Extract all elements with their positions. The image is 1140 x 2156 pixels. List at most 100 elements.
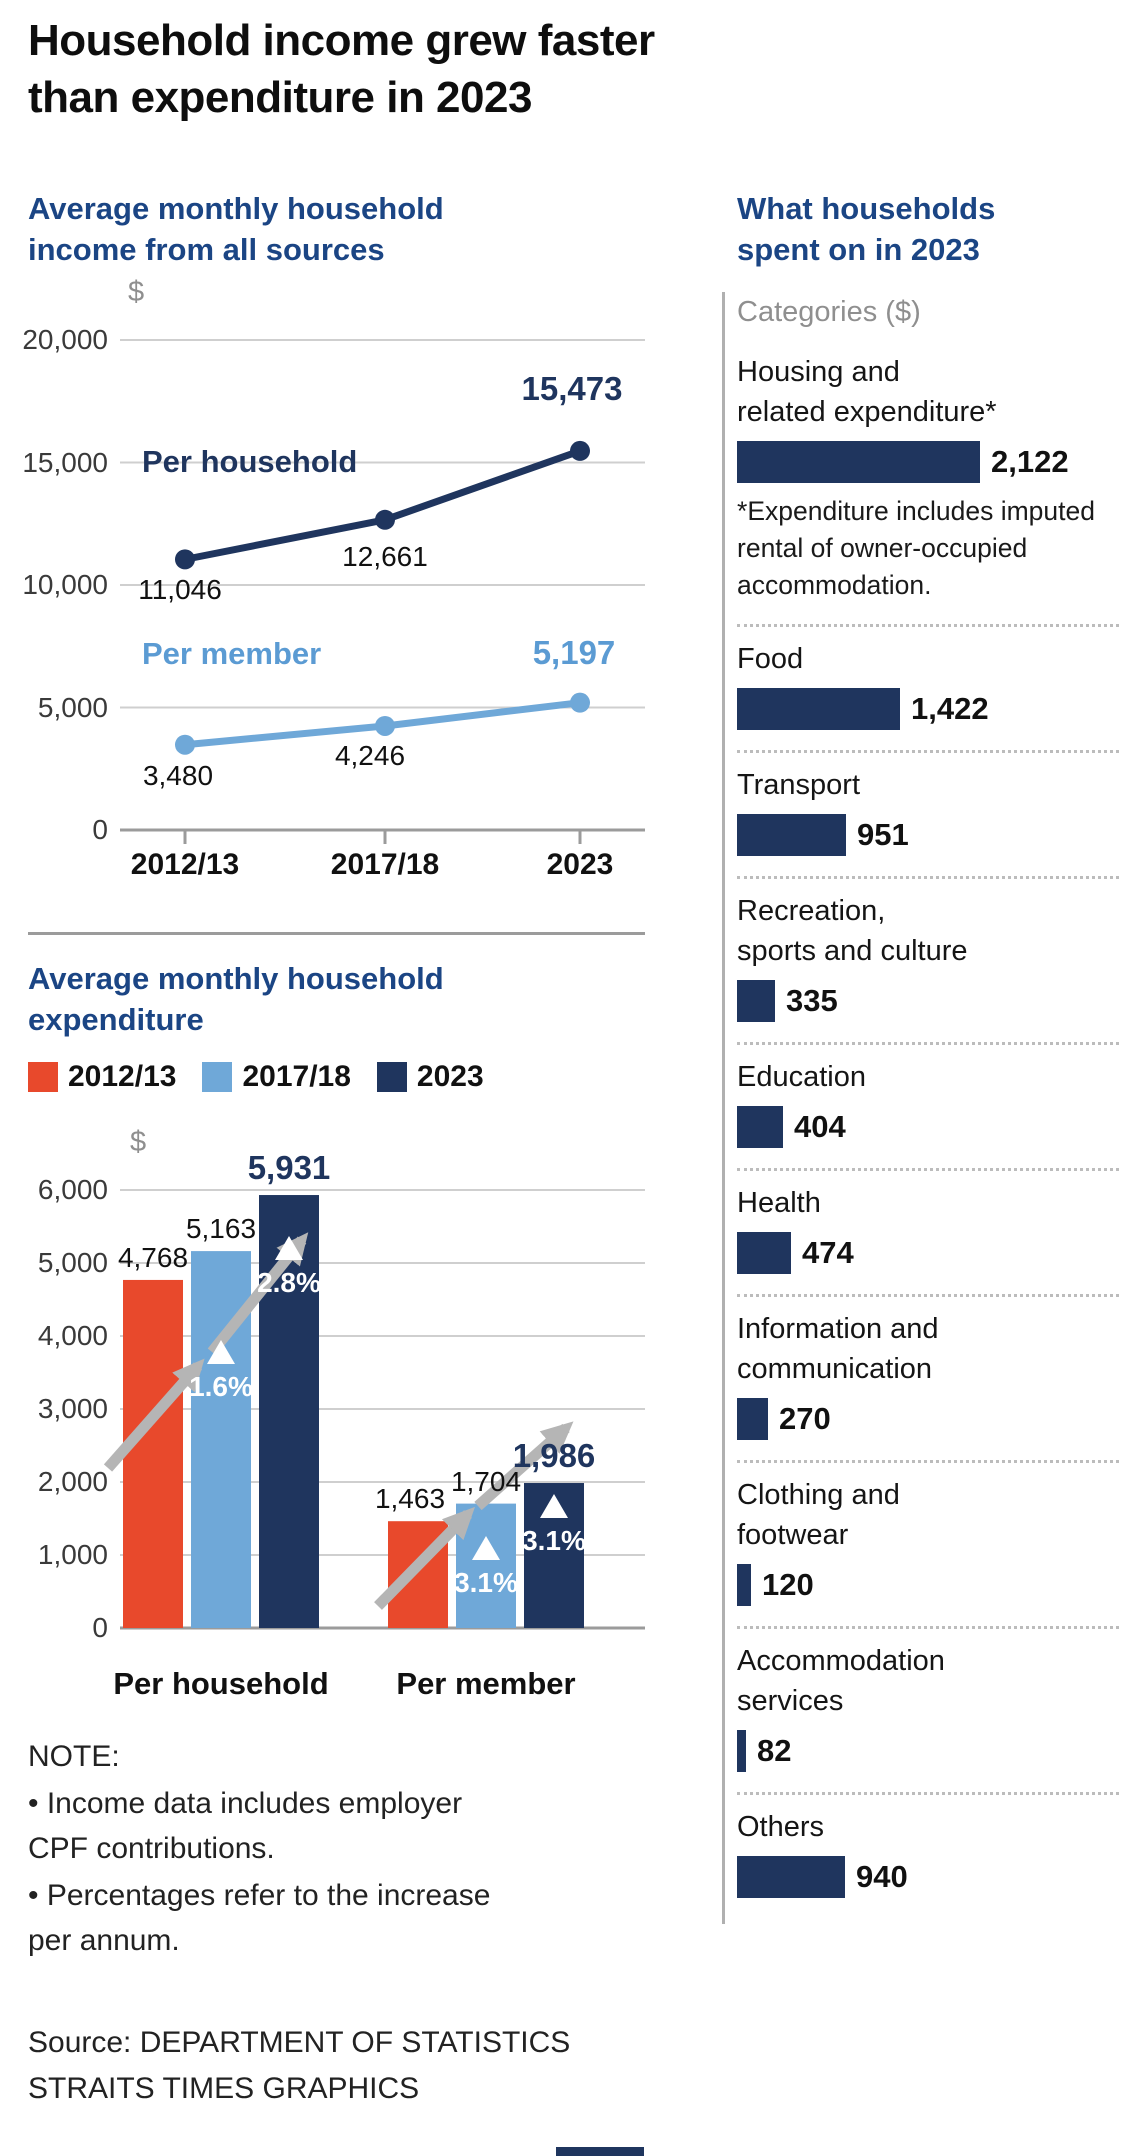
expenditure-y-tick: 4,000 [37,1320,108,1351]
spending-category-education: Education 404 [737,1045,1119,1171]
income-point [175,549,195,570]
income-y-tick: 10,000 [22,569,108,600]
spending-value: 940 [856,1859,908,1894]
page-edge-mark [556,2147,644,2156]
income-point [375,715,395,736]
spending-category-recreation: Recreation, sports and culture 335 [737,879,1119,1045]
spending-bar-row: 404 [737,1106,1119,1148]
main-title: Household income grew faster than expendi… [28,12,655,126]
legend-label: 2023 [416,1060,484,1093]
spending-category-clothing-and: Clothing and footwear 120 [737,1463,1119,1629]
expenditure-pct-label: 3.1% [522,1525,586,1556]
income-data-label: Per member [142,636,322,671]
income-line-light_blue [181,699,584,749]
spending-category-label: Others [737,1811,825,1843]
spending-bar-row: 951 [737,814,1119,856]
legend-swatch-navy [376,1062,407,1092]
spending-category-transport: Transport 951 [737,753,1119,879]
spending-bar-row: 940 [737,1856,1119,1898]
income-data-label: 4,246 [334,740,406,771]
expenditure-pct-label: 3.1% [454,1567,518,1598]
spending-category-housing-and: Housing and related expenditure* 2,122 *Ex… [737,340,1119,627]
spending-bar [737,1232,791,1274]
spending-bar [737,1398,768,1440]
pct-up-triangle-icon [207,1340,235,1364]
spending-bar [737,688,900,730]
spending-bar [737,814,846,856]
note-bullet-income: • Income data includes employer CPF cont… [28,1787,463,1865]
spending-category-label: Health [737,1187,821,1219]
expenditure-chart-heading: Average monthly household expenditure [28,958,444,1040]
expenditure-group-label: Per member [396,1666,576,1701]
expenditure-bar [123,1279,183,1628]
expenditure-bar-value: 5,931 [247,1149,331,1187]
expenditure-chart-heading-line2: expenditure [28,1002,204,1037]
spending-value: 82 [757,1733,792,1768]
expenditure-pct-label: 1.6% [189,1371,253,1402]
income-data-label: 5,197 [532,634,616,671]
legend-swatch-light_blue [202,1062,233,1092]
spending-category-health: Health 474 [737,1171,1119,1297]
expenditure-y-tick: 2,000 [37,1466,108,1497]
income-x-label: 2023 [546,848,614,881]
spending-bar-row: 82 [737,1730,1119,1772]
spending-category-accommodation: Accommodation services 82 [737,1629,1119,1795]
spending-bar-row: 1,422 [737,688,1119,730]
spending-value: 2,122 [991,444,1069,479]
spending-value: 474 [802,1235,854,1270]
expenditure-bar [191,1251,251,1628]
spending-footnote: *Expenditure includes imputed rental of … [737,496,1095,600]
income-chart-heading-line1: Average monthly household [28,191,444,226]
expenditure-bar-value: 5,163 [185,1213,257,1245]
legend-item-2012-13: 2012/13 [28,1060,176,1094]
spending-value: 270 [779,1401,831,1436]
spending-value: 404 [794,1109,846,1144]
income-chart-heading-line2: income from all sources [28,232,385,267]
expenditure-y-tick: 3,000 [37,1393,108,1424]
expenditure-bar [259,1195,319,1628]
income-point [175,734,195,755]
income-chart-heading: Average monthly household income from al… [28,188,444,270]
note-bullet-percentages: • Percentages refer to the increase per … [28,1879,491,1957]
spending-chart-heading: What households spent on in 2023 [737,188,995,270]
spending-chart-heading-line2: spent on in 2023 [737,232,980,267]
spending-category-label: Education [737,1061,866,1093]
income-currency-label: $ [128,276,145,308]
spending-category-label: Transport [737,769,861,801]
spending-chart-heading-line1: What households [737,191,996,226]
spending-bar [737,1106,783,1148]
spending-value: 120 [762,1567,814,1602]
expenditure-pct-label: 2.8% [257,1267,321,1298]
expenditure-y-tick: 6,000 [37,1174,108,1205]
spending-category-label: Housing and related expenditure* [737,356,997,428]
spending-bar-row: 270 [737,1398,1119,1440]
note-heading: NOTE: [28,1740,120,1773]
income-point [375,509,395,530]
income-x-label: 2017/18 [330,848,440,881]
spending-category-label: Recreation, sports and culture [737,895,968,967]
income-point [570,692,590,713]
source-line1: Source: DEPARTMENT OF STATISTICS [28,2026,571,2059]
spending-bar-row: 120 [737,1564,1119,1606]
spending-bar [737,1730,746,1772]
legend-swatch-orange [28,1062,58,1092]
legend-label: 2012/13 [68,1060,177,1093]
spending-value: 1,422 [911,691,989,726]
source-block: Source: DEPARTMENT OF STATISTICS STRAITS… [28,2020,570,2112]
legend-label: 2017/18 [242,1060,351,1093]
expenditure-bar-value: 1,704 [450,1465,522,1497]
note-block: NOTE: • Income data includes employer CP… [28,1734,518,1963]
income-x-label: 2012/13 [130,848,240,881]
section-divider [28,932,645,935]
main-title-line2: than expenditure in 2023 [28,73,532,122]
income-y-tick: 15,000 [22,446,108,478]
income-point [570,440,590,461]
spending-bar-row: 2,122 [737,441,1119,483]
spending-bar [737,980,775,1022]
expenditure-y-tick: 0 [92,1612,108,1643]
expenditure-bar-value: 1,463 [374,1483,446,1515]
income-data-label: 3,480 [142,760,214,791]
spending-list: Housing and related expenditure* 2,122 *Ex… [737,340,1119,1918]
expenditure-legend: 2012/13 2017/18 2023 [28,1060,484,1094]
